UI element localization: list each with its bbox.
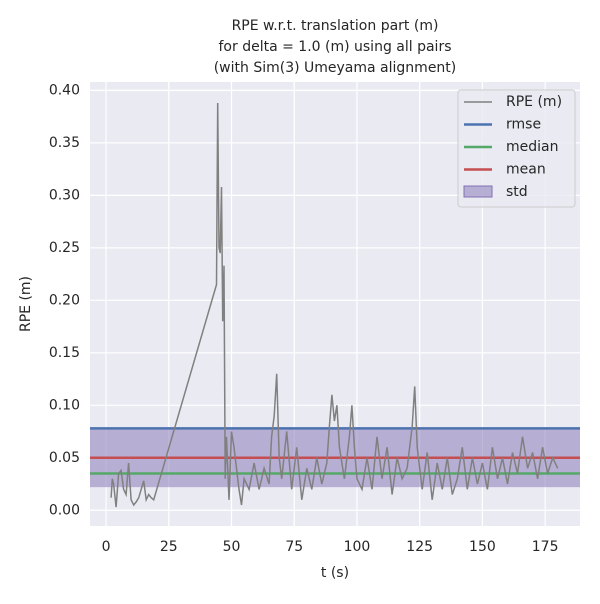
- chart-title: RPE w.r.t. translation part (m): [232, 18, 439, 34]
- y-tick-label: 0.25: [49, 240, 80, 256]
- data-line: [110, 102, 559, 508]
- y-tick-label: 0.05: [49, 450, 80, 466]
- x-tick-label: 25: [160, 539, 178, 555]
- legend-label: rmse: [506, 117, 541, 133]
- legend-label: median: [506, 139, 558, 155]
- x-tick-label: 125: [406, 539, 433, 555]
- y-tick-label: 0.30: [49, 187, 80, 203]
- y-tick-label: 0.15: [49, 345, 80, 361]
- y-tick-label: 0.35: [49, 135, 80, 151]
- x-tick-label: 150: [469, 539, 496, 555]
- x-tick-label: 100: [344, 539, 371, 555]
- y-tick-label: 0.00: [49, 502, 80, 518]
- y-tick-label: 0.20: [49, 292, 80, 308]
- x-tick-label: 50: [223, 539, 241, 555]
- x-tick-label: 175: [532, 539, 559, 555]
- legend-label: RPE (m): [506, 94, 562, 110]
- x-tick-label: 0: [102, 539, 111, 555]
- legend-label: std: [506, 184, 528, 200]
- y-axis-label: RPE (m): [18, 276, 34, 332]
- chart-title: for delta = 1.0 (m) using all pairs: [219, 39, 452, 55]
- legend-swatch: [463, 185, 493, 198]
- chart-title: (with Sim(3) Umeyama alignment): [214, 60, 457, 76]
- y-tick-label: 0.40: [49, 82, 80, 98]
- legend-box: [457, 89, 576, 208]
- y-tick-label: 0.10: [49, 397, 80, 413]
- x-tick-label: 75: [285, 539, 303, 555]
- legend-label: mean: [506, 162, 546, 178]
- x-axis-label: t (s): [321, 565, 349, 581]
